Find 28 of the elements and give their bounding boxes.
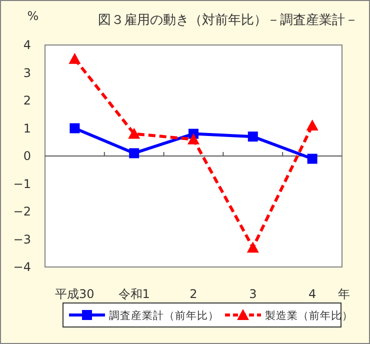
y-tick-label: 2 bbox=[23, 94, 31, 108]
legend-label: 調査産業計（前年比） bbox=[109, 310, 219, 322]
y-tick-label: 4 bbox=[23, 38, 31, 52]
y-tick-label: −3 bbox=[13, 232, 31, 246]
point bbox=[307, 154, 318, 164]
x-tick-label: 4 bbox=[308, 287, 316, 301]
y-tick-label: −1 bbox=[13, 176, 31, 191]
y-tick-label: 3 bbox=[23, 66, 31, 80]
x-tick-label: 2 bbox=[190, 287, 198, 301]
x-tick-label: 平成30 bbox=[55, 287, 94, 301]
point bbox=[246, 242, 259, 253]
x-axis-title: 年 bbox=[338, 287, 350, 301]
x-tick-label: 3 bbox=[249, 287, 257, 301]
point bbox=[306, 119, 318, 130]
point bbox=[129, 148, 140, 158]
point bbox=[68, 52, 81, 64]
legend-label: 製造業（前年比） bbox=[265, 310, 353, 322]
y-tick-label: −2 bbox=[13, 204, 31, 218]
point bbox=[70, 123, 80, 134]
y-axis-title: % bbox=[27, 9, 39, 23]
x-tick-label: 令和1 bbox=[118, 287, 150, 301]
point bbox=[128, 128, 140, 139]
chart-title: 図３雇用の動き（対前年比）－調査産業計－ bbox=[98, 12, 358, 28]
point bbox=[248, 132, 258, 142]
y-tick-label: −4 bbox=[13, 260, 31, 274]
point bbox=[188, 133, 200, 144]
y-tick-label: 1 bbox=[23, 121, 31, 136]
y-tick-label: 0 bbox=[23, 149, 31, 163]
